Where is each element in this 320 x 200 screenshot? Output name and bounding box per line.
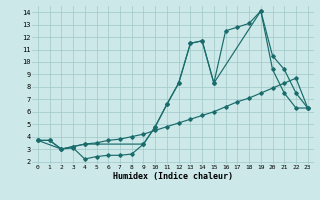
X-axis label: Humidex (Indice chaleur): Humidex (Indice chaleur) xyxy=(113,172,233,181)
